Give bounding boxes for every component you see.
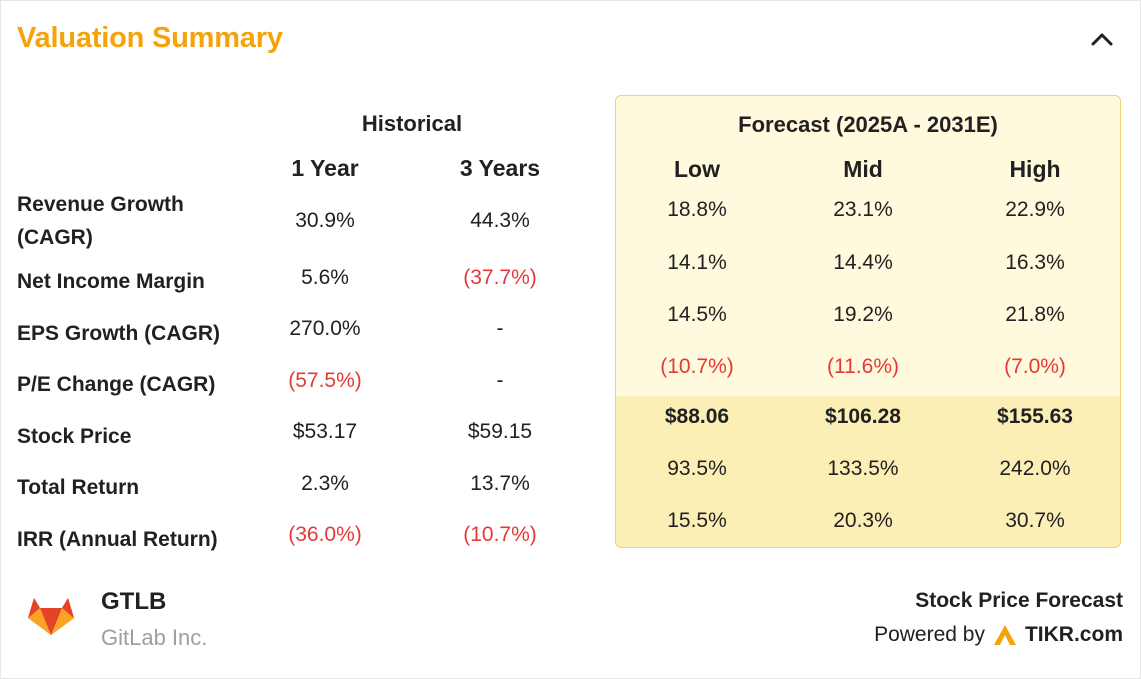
forecast-cell-1-1: 14.4% (833, 251, 893, 274)
hist-cell-5-1: 13.7% (470, 472, 530, 495)
forecast-cell-2-2: 21.8% (1005, 303, 1065, 326)
row-label-line: Revenue Growth (17, 193, 184, 216)
hist-cell-4-0: $53.17 (292, 420, 358, 443)
forecast-cell-3-0: (10.7%) (660, 355, 734, 378)
chevron-up-icon (1091, 33, 1113, 46)
row-label-eps-growth: EPS Growth (CAGR) (17, 322, 220, 345)
col-header-3-years: 3 Years (459, 155, 541, 181)
forecast-panel (615, 95, 1121, 548)
stock-price-forecast-link[interactable]: Stock Price Forecast (915, 589, 1123, 612)
hist-cell-6-1: (10.7%) (463, 523, 537, 546)
tikr-brand: TIKR.com (1024, 623, 1123, 646)
powered-by-label: Powered by (874, 623, 985, 646)
forecast-cell-1-0: 14.1% (667, 251, 727, 274)
collapse-button[interactable] (1085, 22, 1119, 56)
forecast-cell-4-0: $88.06 (664, 405, 730, 428)
gitlab-logo-icon (28, 598, 74, 635)
row-label-revenue-growth: Revenue Growth (CAGR) (17, 188, 184, 254)
card-title: Valuation Summary (17, 22, 283, 54)
forecast-cell-6-1: 20.3% (833, 509, 893, 532)
forecast-cell-2-0: 14.5% (667, 303, 727, 326)
hist-cell-2-1: - (496, 317, 504, 340)
forecast-cell-5-2: 242.0% (999, 457, 1071, 480)
forecast-price-section (616, 396, 1120, 547)
powered-by[interactable]: Powered by TIKR.com (874, 623, 1123, 647)
forecast-cell-1-2: 16.3% (1005, 251, 1065, 274)
historical-header: Historical (361, 111, 463, 136)
row-label-stock-price: Stock Price (17, 425, 132, 448)
hist-cell-3-0: (57.5%) (288, 369, 362, 392)
forecast-cell-0-0: 18.8% (667, 198, 727, 221)
row-label-total-return: Total Return (17, 476, 140, 499)
forecast-cell-3-2: (7.0%) (1004, 355, 1066, 378)
row-label-pe-change: P/E Change (CAGR) (17, 373, 216, 396)
hist-cell-1-1: (37.7%) (463, 266, 537, 289)
forecast-cell-6-2: 30.7% (1005, 509, 1065, 532)
col-header-mid: Mid (843, 156, 883, 182)
row-label-net-income-margin: Net Income Margin (17, 270, 205, 293)
hist-cell-1-0: 5.6% (301, 266, 349, 289)
row-label-line: (CAGR) (17, 226, 93, 249)
company-ticker: GTLB (101, 588, 167, 615)
hist-cell-2-0: 270.0% (289, 317, 361, 340)
hist-cell-6-0: (36.0%) (288, 523, 362, 546)
hist-cell-5-0: 2.3% (301, 472, 349, 495)
forecast-cell-5-1: 133.5% (827, 457, 899, 480)
tikr-logo-icon (993, 625, 1016, 645)
forecast-header: Forecast (2025A - 2031E) (738, 112, 998, 137)
forecast-cell-5-0: 93.5% (667, 457, 727, 480)
forecast-cell-3-1: (11.6%) (827, 355, 899, 378)
col-header-low: Low (674, 156, 720, 182)
forecast-cell-6-0: 15.5% (667, 509, 727, 532)
forecast-cell-0-2: 22.9% (1005, 198, 1065, 221)
col-header-1-year: 1 Year (291, 155, 359, 181)
hist-cell-0-0: 30.9% (295, 209, 355, 232)
forecast-cell-4-2: $155.63 (997, 405, 1073, 428)
forecast-cell-4-1: $106.28 (825, 405, 901, 428)
forecast-cell-0-1: 23.1% (833, 198, 893, 221)
row-label-irr: IRR (Annual Return) (17, 528, 218, 551)
hist-cell-0-1: 44.3% (470, 209, 530, 232)
hist-cell-4-1: $59.15 (467, 420, 533, 443)
forecast-cell-2-1: 19.2% (833, 303, 893, 326)
hist-cell-3-1: - (496, 369, 504, 392)
company-name: GitLab Inc. (101, 625, 208, 650)
col-header-high: High (1009, 156, 1061, 182)
